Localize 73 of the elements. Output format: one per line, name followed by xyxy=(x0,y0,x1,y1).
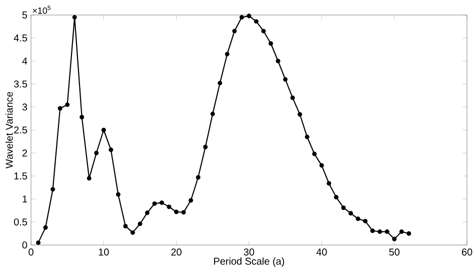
point xyxy=(196,175,200,180)
point xyxy=(239,15,244,20)
point xyxy=(181,210,186,215)
point xyxy=(94,150,99,156)
x-tick-label: 40 xyxy=(316,248,327,256)
y-tick-label: 5 xyxy=(22,12,28,18)
y-tick-label: 0.5 xyxy=(14,218,28,226)
point xyxy=(218,80,222,86)
point xyxy=(80,114,84,120)
point xyxy=(116,192,120,197)
point xyxy=(224,52,230,56)
text: ×10$^{5}$ xyxy=(32,6,50,14)
point xyxy=(43,225,48,230)
point xyxy=(312,152,317,156)
point xyxy=(101,128,106,132)
point xyxy=(268,41,274,46)
y-axis-title: Wavelet Variance xyxy=(5,92,13,168)
point xyxy=(203,144,208,150)
y-tick-label: 4.5 xyxy=(14,34,28,42)
point xyxy=(254,19,259,24)
point xyxy=(276,58,280,64)
point xyxy=(370,228,375,233)
point xyxy=(166,204,172,210)
y-tick-label: 2 xyxy=(22,150,27,156)
point xyxy=(399,229,404,234)
point xyxy=(341,205,346,210)
point xyxy=(58,106,62,111)
point xyxy=(108,148,114,152)
point xyxy=(36,240,41,245)
point xyxy=(138,222,142,226)
point xyxy=(130,230,135,235)
x-tick-label: 20 xyxy=(171,248,182,256)
y-tick-label: 1.5 xyxy=(14,172,28,180)
point xyxy=(188,198,194,203)
point xyxy=(160,200,164,205)
point xyxy=(86,176,92,181)
point xyxy=(210,112,215,116)
y-tick-label: 2.5 xyxy=(14,126,28,134)
point xyxy=(384,229,390,234)
point xyxy=(246,14,252,18)
y-tick-label: 3 xyxy=(22,103,28,111)
point xyxy=(304,134,310,140)
point xyxy=(290,96,295,100)
point xyxy=(392,236,397,242)
point xyxy=(152,201,157,206)
point xyxy=(319,163,324,168)
point xyxy=(378,229,382,234)
x-tick-label: 60 xyxy=(462,248,472,256)
y-tick-label: 3.5 xyxy=(14,80,28,88)
y-tick-label: 1 xyxy=(22,196,27,202)
point xyxy=(174,210,179,214)
x-tick-label: 10 xyxy=(98,248,109,256)
point xyxy=(326,181,332,186)
point xyxy=(145,210,150,216)
point xyxy=(72,15,77,20)
y-tick-label: 0 xyxy=(22,241,28,249)
point xyxy=(356,216,360,222)
point xyxy=(50,187,56,192)
point xyxy=(65,102,70,107)
point xyxy=(363,218,368,224)
x-tick-label: 50 xyxy=(389,248,400,256)
point xyxy=(298,112,302,117)
x-tick-label: 30 xyxy=(244,248,254,256)
x-axis-title: Period Scale (a) xyxy=(214,257,284,267)
point xyxy=(334,194,338,200)
point xyxy=(123,224,128,228)
point xyxy=(232,28,237,34)
y-tick-label: 4 xyxy=(22,58,28,64)
point xyxy=(261,28,266,34)
point xyxy=(406,231,412,236)
point xyxy=(348,211,353,216)
point xyxy=(283,77,288,82)
x-tick-label: 0 xyxy=(28,248,34,256)
